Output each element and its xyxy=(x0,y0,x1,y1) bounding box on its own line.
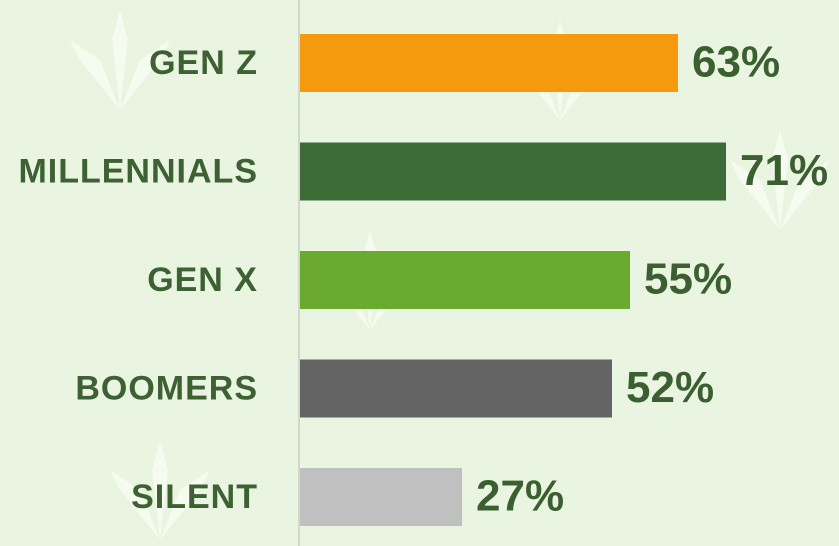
bar xyxy=(300,359,612,418)
category-label: MILLENNIALS xyxy=(18,152,258,190)
bar xyxy=(300,34,678,92)
bar xyxy=(300,468,462,526)
bar xyxy=(300,142,726,201)
category-label: GEN Z xyxy=(149,44,258,82)
value-label: 63% xyxy=(692,38,780,87)
bar xyxy=(300,251,630,309)
category-label: BOOMERS xyxy=(75,369,258,407)
category-label: SILENT xyxy=(131,478,258,516)
value-label: 52% xyxy=(626,363,714,412)
category-label: GEN X xyxy=(147,261,258,299)
value-label: 55% xyxy=(644,255,732,304)
value-label: 71% xyxy=(740,146,828,195)
value-label: 27% xyxy=(476,472,564,521)
